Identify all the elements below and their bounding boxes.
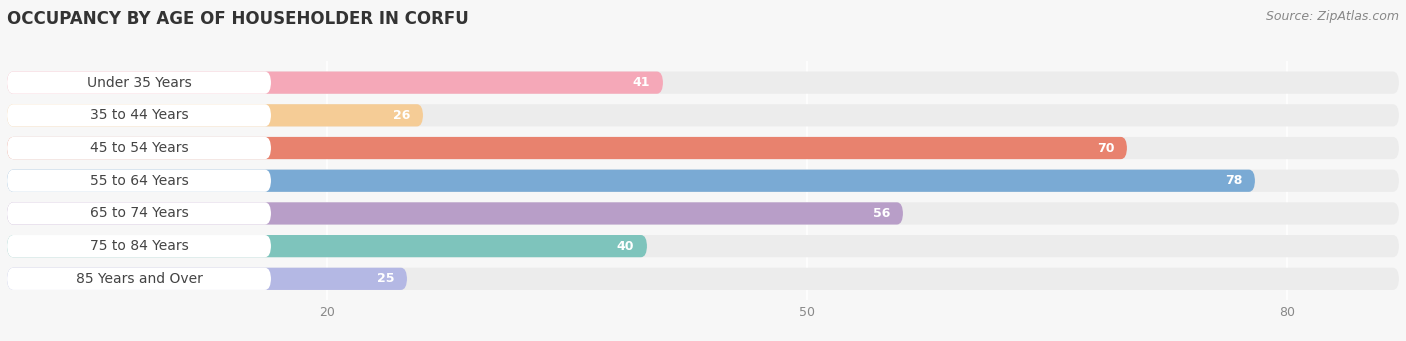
FancyBboxPatch shape [7,169,1256,192]
FancyBboxPatch shape [7,72,1399,94]
FancyBboxPatch shape [7,137,1128,159]
Text: 41: 41 [633,76,650,89]
FancyBboxPatch shape [7,72,664,94]
Text: 70: 70 [1097,142,1114,154]
Text: 45 to 54 Years: 45 to 54 Years [90,141,188,155]
FancyBboxPatch shape [7,235,1399,257]
Text: 78: 78 [1225,174,1241,187]
Text: Source: ZipAtlas.com: Source: ZipAtlas.com [1265,10,1399,23]
FancyBboxPatch shape [7,104,1399,127]
FancyBboxPatch shape [7,104,423,127]
Text: 35 to 44 Years: 35 to 44 Years [90,108,188,122]
Text: 25: 25 [377,272,394,285]
Text: 55 to 64 Years: 55 to 64 Years [90,174,188,188]
FancyBboxPatch shape [7,235,271,257]
FancyBboxPatch shape [7,268,271,290]
Text: 40: 40 [617,240,634,253]
FancyBboxPatch shape [7,72,271,94]
FancyBboxPatch shape [7,202,271,224]
FancyBboxPatch shape [7,137,1399,159]
FancyBboxPatch shape [7,202,1399,224]
FancyBboxPatch shape [7,268,406,290]
Text: OCCUPANCY BY AGE OF HOUSEHOLDER IN CORFU: OCCUPANCY BY AGE OF HOUSEHOLDER IN CORFU [7,10,468,28]
Text: 85 Years and Over: 85 Years and Over [76,272,202,286]
FancyBboxPatch shape [7,169,1399,192]
FancyBboxPatch shape [7,268,1399,290]
FancyBboxPatch shape [7,202,903,224]
Text: 26: 26 [392,109,411,122]
Text: 75 to 84 Years: 75 to 84 Years [90,239,188,253]
Text: 56: 56 [873,207,890,220]
Text: 65 to 74 Years: 65 to 74 Years [90,206,188,220]
FancyBboxPatch shape [7,235,647,257]
FancyBboxPatch shape [7,169,271,192]
FancyBboxPatch shape [7,137,271,159]
FancyBboxPatch shape [7,104,271,127]
Text: Under 35 Years: Under 35 Years [87,76,191,90]
